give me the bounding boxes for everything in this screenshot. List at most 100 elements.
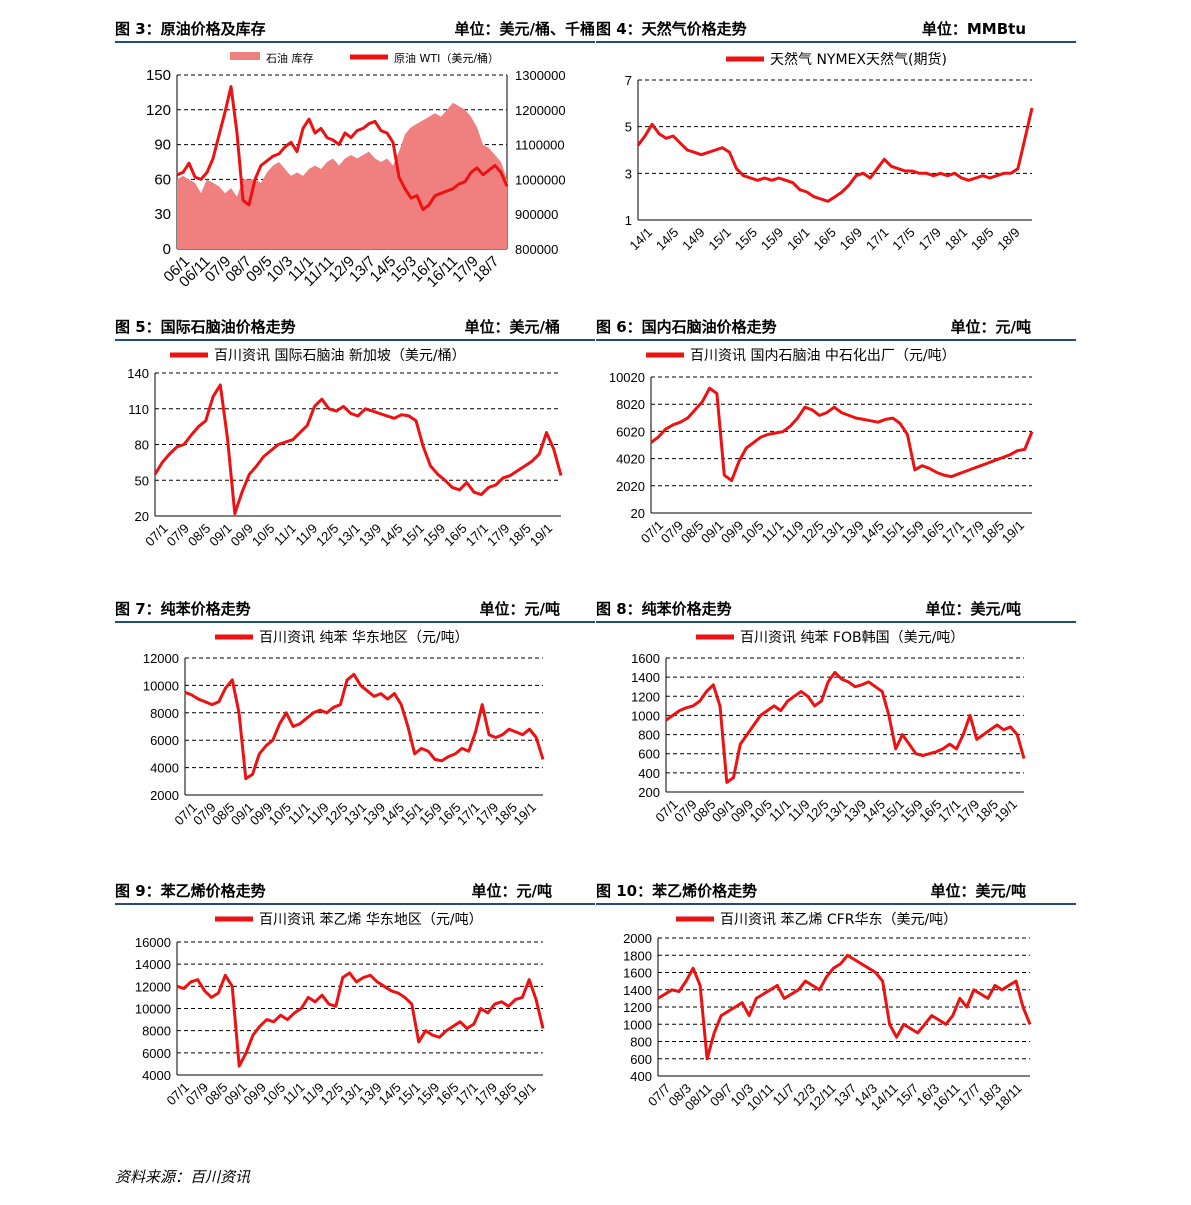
source-note: 资料来源：百川资讯 xyxy=(115,1168,251,1186)
y-tick-label: 50 xyxy=(135,473,149,488)
y-tick-label: 400 xyxy=(638,766,660,781)
y-tick-label: 1400 xyxy=(631,670,660,685)
legend-label: 百川资讯 纯苯 华东地区（元/吨） xyxy=(259,629,469,646)
y-tick-label: 30 xyxy=(154,206,171,223)
y-tick-label: 10000 xyxy=(135,1002,171,1017)
panel-unit: 单位：元/吨 xyxy=(471,882,552,900)
y-tick-label: 1200 xyxy=(623,1000,652,1015)
y-tick-label: 400 xyxy=(630,1069,652,1084)
y-tick-label: 2000 xyxy=(150,788,179,803)
legend-label: 百川资讯 国内石脑油 中石化出厂（元/吨） xyxy=(690,348,956,364)
title-rule xyxy=(596,41,1076,43)
y-tick-label: 7 xyxy=(625,73,632,88)
x-tick-label: 17/1 xyxy=(863,225,892,254)
x-tick-label: 14/9 xyxy=(679,225,708,254)
y-tick-label: 10000 xyxy=(143,678,179,693)
x-tick-label: 14/5 xyxy=(653,225,682,254)
y-right-tick-label: 1200000 xyxy=(515,103,566,118)
x-tick-label: 16/9 xyxy=(837,225,866,254)
panel-unit: 单位：美元/吨 xyxy=(925,600,1021,618)
y-tick-label: 6020 xyxy=(616,424,645,439)
series-line-0 xyxy=(153,383,563,516)
x-tick-label: 17/9 xyxy=(916,225,945,254)
y-right-tick-label: 1100000 xyxy=(515,138,565,153)
panel-title: 图 6：国内石脑油价格走势 xyxy=(596,318,777,336)
x-tick-label: 19/1 xyxy=(999,518,1028,547)
y-tick-label: 4020 xyxy=(616,452,645,467)
y-tick-label: 1800 xyxy=(623,948,652,963)
panel-unit: 单位：美元/吨 xyxy=(930,882,1026,900)
y-tick-label: 16000 xyxy=(135,935,171,950)
title-rule xyxy=(115,621,595,623)
x-tick-label: 15/9 xyxy=(758,225,787,254)
y-tick-label: 2020 xyxy=(616,479,645,494)
title-rule xyxy=(596,621,1076,623)
panel-title: 图 10：苯乙烯价格走势 xyxy=(596,882,758,900)
panel-unit: 单位：美元/桶 xyxy=(464,318,560,336)
series-line-0 xyxy=(176,971,545,1068)
legend-label: 百川资讯 苯乙烯 CFR华东（美元/吨） xyxy=(720,911,957,928)
y-tick-label: 600 xyxy=(638,747,660,762)
x-tick-label: 16/1 xyxy=(784,225,813,254)
y-tick-label: 8000 xyxy=(142,1024,171,1039)
x-tick-label: 19/1 xyxy=(991,797,1020,826)
y-tick-label: 12000 xyxy=(135,979,171,994)
y-tick-label: 4000 xyxy=(150,761,179,776)
title-rule xyxy=(596,339,1076,341)
chart-crude-oil: 0 30 60 90 120 150 800000 900000 1000000 1100000 1… xyxy=(146,51,566,291)
legend-label: 百川资讯 苯乙烯 华东地区（元/吨） xyxy=(259,911,483,928)
x-tick-label: 19/1 xyxy=(510,800,539,829)
y-tick-label: 60 xyxy=(154,171,171,188)
y-tick-label: 20 xyxy=(135,509,149,524)
x-tick-label: 15/1 xyxy=(705,225,734,254)
panel-unit: 单位：元/吨 xyxy=(950,318,1031,336)
legend-label: 石油 库存 xyxy=(266,51,314,65)
x-tick-label: 14/1 xyxy=(627,225,656,254)
y-tick-label: 0 xyxy=(163,241,171,258)
y-tick-label: 2000 xyxy=(623,931,652,946)
x-tick-label: 18/9 xyxy=(994,225,1023,254)
x-tick-label: 19/1 xyxy=(527,521,556,550)
x-tick-label: 16/5 xyxy=(810,225,839,254)
panel-unit: 单位：元/吨 xyxy=(479,600,560,618)
y-tick-label: 1000 xyxy=(623,1017,652,1032)
y-tick-label: 150 xyxy=(146,67,171,84)
y-tick-label: 90 xyxy=(154,137,171,154)
y-tick-label: 1600 xyxy=(623,966,652,981)
y-tick-label: 20 xyxy=(631,506,645,521)
chart-benzene-cny: 2000 4000 6000 8000 10000 12000 百川资讯 纯苯 华东地区（元… xyxy=(143,629,545,829)
y-tick-label: 120 xyxy=(146,102,171,119)
y-tick-label: 1200 xyxy=(631,689,660,704)
y-right-tick-label: 1000000 xyxy=(515,172,566,187)
legend-label: 天然气 NYMEX天然气(期货) xyxy=(770,51,947,68)
title-rule xyxy=(115,903,595,905)
panel-title: 图 5：国际石脑油价格走势 xyxy=(115,318,296,336)
y-tick-label: 800 xyxy=(638,728,660,743)
series-line-1 xyxy=(176,85,509,212)
y-tick-label: 80 xyxy=(135,438,149,453)
panel-title: 图 3：原油价格及库存 xyxy=(115,20,266,38)
y-tick-label: 1600 xyxy=(631,651,660,666)
x-tick-label: 18/5 xyxy=(968,225,997,254)
y-tick-label: 1400 xyxy=(623,983,652,998)
panel-title: 图 4：天然气价格走势 xyxy=(596,20,747,38)
y-tick-label: 200 xyxy=(638,785,660,800)
panel-unit: 单位：MMBtu xyxy=(921,20,1026,38)
x-tick-label: 18/1 xyxy=(942,225,971,254)
title-rule xyxy=(596,903,1076,905)
y-right-tick-label: 1300000 xyxy=(515,68,566,83)
y-tick-label: 4000 xyxy=(142,1068,171,1083)
y-tick-label: 3 xyxy=(625,166,632,181)
y-tick-label: 140 xyxy=(127,366,149,381)
panel-title: 图 7：纯苯价格走势 xyxy=(115,600,251,618)
y-tick-label: 110 xyxy=(128,402,149,417)
y-tick-label: 1 xyxy=(625,213,632,228)
title-rule xyxy=(115,41,595,43)
panel-title: 图 9：苯乙烯价格走势 xyxy=(115,882,266,900)
y-tick-label: 600 xyxy=(630,1052,652,1067)
panel-title: 图 8：纯苯价格走势 xyxy=(596,600,732,618)
y-tick-label: 14000 xyxy=(135,957,171,972)
series-line-0 xyxy=(636,107,1034,203)
y-tick-label: 1000 xyxy=(631,708,660,723)
